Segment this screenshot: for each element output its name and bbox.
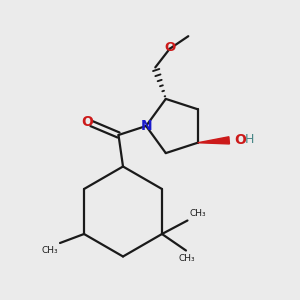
Text: CH₃: CH₃ <box>179 254 196 263</box>
Text: O: O <box>164 41 175 54</box>
Text: CH₃: CH₃ <box>189 209 206 218</box>
Text: O: O <box>81 115 93 129</box>
Text: H: H <box>245 133 254 146</box>
Text: CH₃: CH₃ <box>42 246 58 255</box>
Polygon shape <box>198 137 230 144</box>
Text: N: N <box>140 119 152 133</box>
Text: O: O <box>235 133 246 147</box>
